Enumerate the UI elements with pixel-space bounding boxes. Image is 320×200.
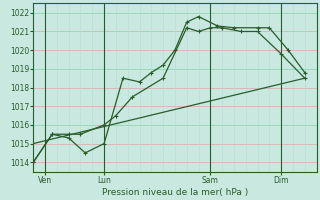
X-axis label: Pression niveau de la mer( hPa ): Pression niveau de la mer( hPa )	[102, 188, 248, 197]
